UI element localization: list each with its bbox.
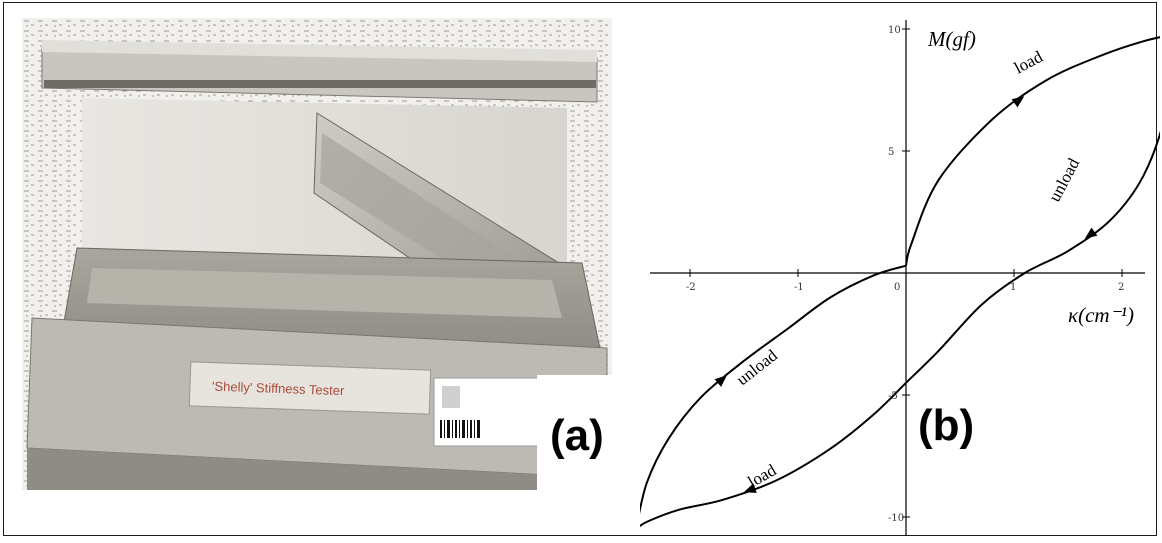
hysteresis-curves xyxy=(635,35,1162,531)
photo-panel: 'Shelly' Stiffness Tester (a) xyxy=(22,18,612,490)
tester-label-plate xyxy=(188,361,432,415)
direction-arrow-icon xyxy=(714,375,727,387)
tester-label-text: 'Shelly' Stiffness Tester xyxy=(212,379,345,399)
direction-arrow-icon xyxy=(743,483,757,493)
y-tick-label: -5 xyxy=(888,391,898,402)
x-tick-label: -2 xyxy=(686,282,696,293)
x-tick-label: 0 xyxy=(894,282,900,293)
direction-arrow-icon xyxy=(1011,96,1025,108)
x-tick-label: -1 xyxy=(794,282,804,293)
hysteresis-branch xyxy=(905,35,1162,266)
y-tick-label: 10 xyxy=(888,25,901,36)
barcode-icon xyxy=(440,420,480,438)
stiffness-tester-photo: 'Shelly' Stiffness Tester (a) xyxy=(22,18,612,490)
label-unload-right: unload xyxy=(1045,155,1084,205)
x-axis-title: κ(cm⁻¹) xyxy=(1068,303,1134,327)
y-tick-label: -10 xyxy=(888,513,904,524)
hysteresis-branch xyxy=(635,264,907,530)
chart-panel: -2 -1 0 1 2 10 5 -5 -10 M(gf) κ(cm⁻¹) load unloa… xyxy=(635,8,1162,538)
x-tick-label: 1 xyxy=(1010,282,1016,293)
panel-b-label: (b) xyxy=(918,401,974,450)
direction-arrow-icon xyxy=(1084,227,1098,239)
label-load-upper: load xyxy=(1011,47,1046,78)
panel-a-label: (a) xyxy=(550,411,604,460)
chart-axes xyxy=(650,20,1145,536)
hysteresis-branch xyxy=(905,123,1162,384)
y-tick-label: 5 xyxy=(888,147,894,158)
hysteresis-branch xyxy=(635,382,907,531)
y-axis-title: M(gf) xyxy=(927,27,976,51)
x-tick-label: 2 xyxy=(1118,282,1124,293)
